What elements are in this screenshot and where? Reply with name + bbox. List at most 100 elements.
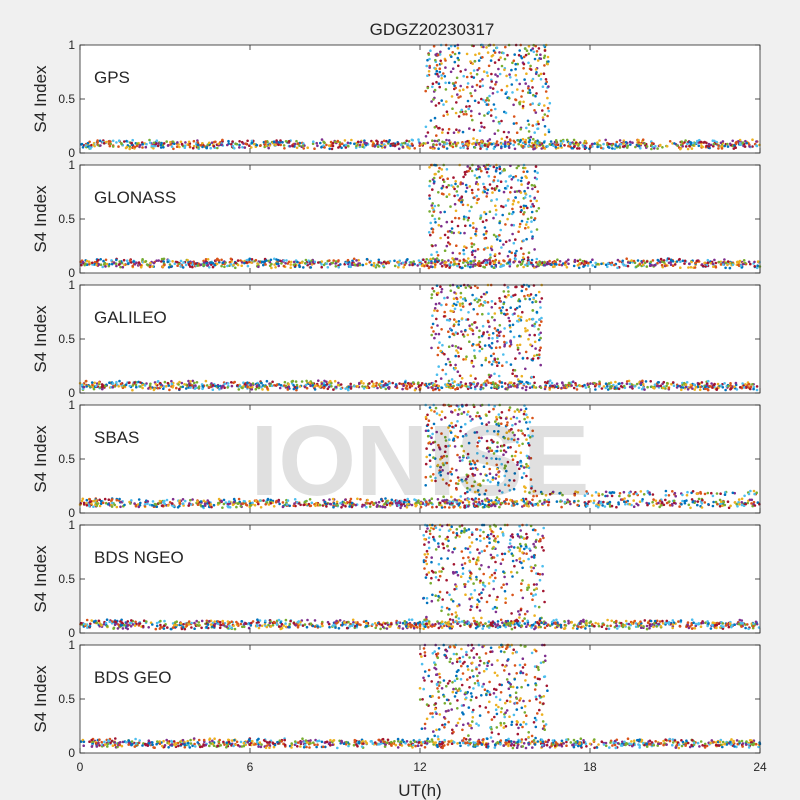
data-point — [686, 147, 690, 151]
data-point — [468, 127, 471, 130]
data-point — [284, 140, 288, 143]
data-point — [521, 310, 524, 314]
data-point — [467, 169, 470, 173]
data-point — [441, 131, 444, 134]
data-point — [512, 143, 515, 147]
data-point — [530, 210, 534, 214]
data-point — [518, 352, 521, 355]
data-point — [156, 144, 160, 148]
data-point — [639, 381, 643, 385]
data-point — [504, 387, 507, 391]
data-point — [515, 78, 518, 82]
data-point — [502, 243, 505, 246]
data-point — [579, 384, 582, 388]
data-point — [407, 140, 411, 143]
data-point — [733, 501, 737, 504]
data-point — [527, 251, 531, 254]
data-point — [436, 309, 439, 313]
data-point — [480, 363, 484, 367]
data-point — [635, 492, 638, 496]
data-point — [697, 382, 701, 386]
data-point — [494, 346, 498, 350]
data-point — [537, 122, 540, 126]
data-point — [517, 230, 520, 233]
data-point — [506, 217, 509, 221]
data-point — [428, 166, 431, 169]
data-point — [615, 140, 619, 144]
data-point — [471, 221, 475, 225]
data-point — [512, 335, 516, 339]
data-point — [502, 130, 506, 134]
data-point — [206, 258, 210, 261]
data-point — [127, 381, 131, 385]
data-point — [533, 131, 536, 134]
data-point — [439, 236, 442, 240]
data-point — [431, 214, 434, 217]
data-point — [406, 143, 410, 146]
data-point — [435, 80, 438, 84]
data-point — [529, 135, 533, 139]
data-point — [503, 168, 507, 172]
data-point — [643, 142, 646, 145]
data-point — [115, 264, 118, 268]
data-point — [523, 211, 526, 214]
data-point — [661, 146, 664, 149]
data-point — [698, 388, 702, 392]
y-tick-label: 0.5 — [58, 212, 75, 226]
data-point — [278, 141, 282, 144]
data-point — [497, 58, 501, 62]
data-point — [487, 64, 491, 68]
data-point — [658, 144, 662, 147]
data-point — [428, 179, 432, 183]
data-point — [664, 264, 668, 267]
data-point — [729, 382, 732, 385]
data-point — [305, 386, 309, 390]
data-point — [408, 383, 412, 387]
data-point — [434, 104, 438, 107]
data-point — [166, 144, 170, 147]
data-point — [477, 343, 481, 346]
data-point — [282, 259, 286, 262]
data-point — [459, 381, 463, 384]
data-point — [491, 191, 494, 194]
data-point — [389, 144, 392, 148]
data-point — [617, 387, 621, 391]
data-point — [496, 179, 500, 182]
data-point — [337, 266, 341, 269]
data-point — [132, 260, 135, 263]
data-point — [460, 330, 463, 333]
data-point — [316, 144, 319, 148]
data-point — [712, 500, 715, 504]
data-point — [572, 264, 576, 268]
data-point — [468, 340, 471, 344]
data-point — [490, 245, 493, 248]
data-point — [461, 203, 465, 207]
data-point — [571, 380, 575, 384]
data-point — [187, 140, 191, 144]
data-point — [458, 89, 462, 92]
data-point — [494, 208, 498, 212]
data-point — [430, 204, 434, 207]
data-point — [453, 141, 457, 144]
data-point — [245, 504, 249, 507]
data-point — [195, 381, 199, 384]
data-point — [159, 146, 163, 149]
data-point — [500, 385, 504, 388]
data-point — [461, 297, 465, 301]
data-point — [708, 385, 711, 388]
data-point — [361, 145, 364, 148]
data-point — [596, 262, 600, 266]
data-point — [443, 296, 446, 300]
data-point — [671, 142, 674, 145]
data-point — [492, 147, 496, 150]
data-point — [538, 349, 541, 352]
data-point — [753, 260, 756, 264]
data-point — [447, 345, 451, 349]
data-point — [437, 332, 441, 336]
data-point — [473, 174, 477, 177]
data-point — [430, 333, 434, 337]
data-point — [431, 82, 435, 85]
data-point — [552, 144, 555, 147]
data-point — [570, 146, 574, 150]
